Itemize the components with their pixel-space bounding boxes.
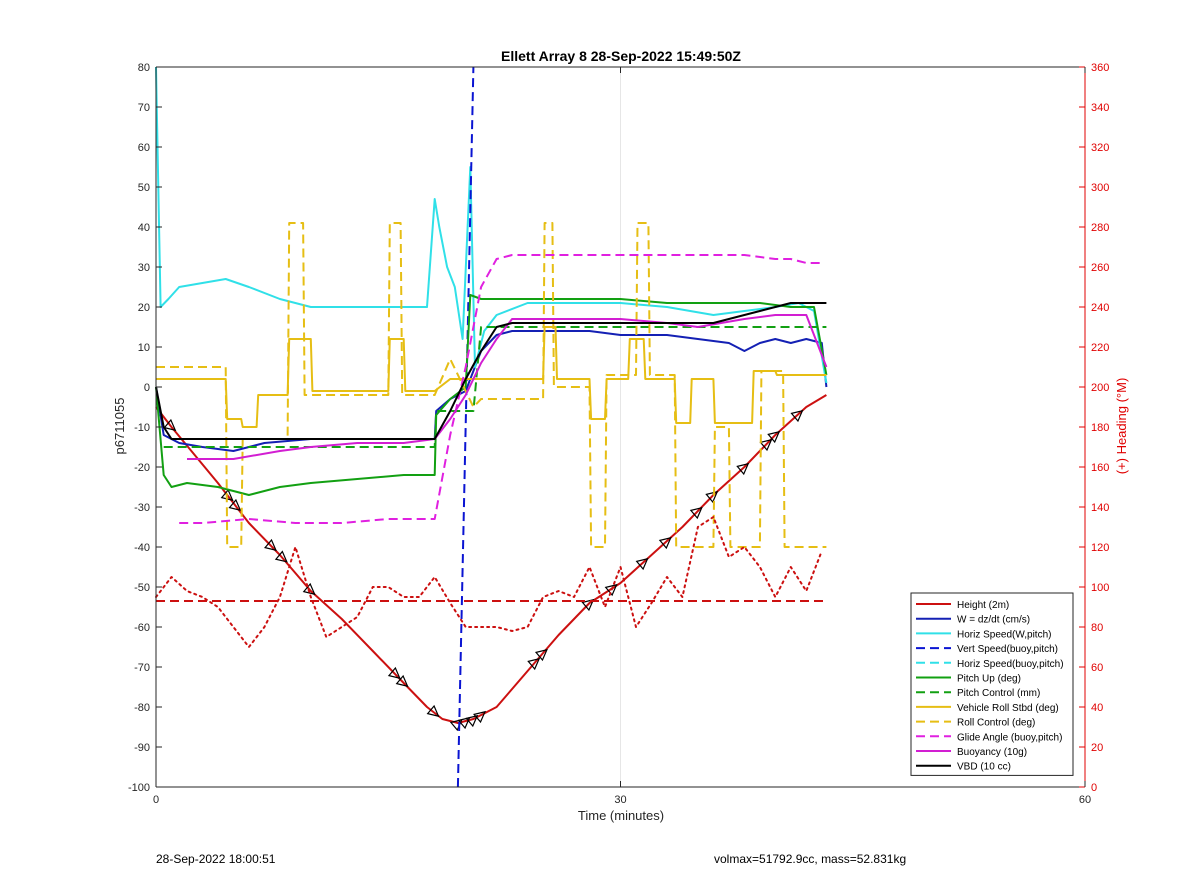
y2-tick-label: 220	[1091, 342, 1109, 354]
y-tick-label: -50	[134, 582, 150, 594]
chart-title: Ellett Array 8 28-Sep-2022 15:49:50Z	[501, 48, 741, 64]
x-tick-label: 30	[614, 794, 626, 806]
y2-tick-label: 140	[1091, 502, 1109, 514]
legend-entry-label: Roll Control (deg)	[957, 718, 1035, 729]
y-tick-label: 80	[138, 62, 150, 74]
y2-tick-label: 240	[1091, 302, 1109, 314]
x-axis-label: Time (minutes)	[578, 808, 664, 823]
footer-timestamp: 28-Sep-2022 18:00:51	[156, 852, 276, 866]
y2-tick-label: 120	[1091, 542, 1109, 554]
series-line-vert-speed-buoy-pitch	[456, 66, 475, 788]
legend-entry-label: Height (2m)	[957, 600, 1009, 611]
legend-entry-label: Glide Angle (buoy,pitch)	[957, 732, 1062, 743]
y-tick-label: 60	[138, 142, 150, 154]
height-marker	[534, 648, 548, 662]
y-axis-label: p6711055	[112, 398, 127, 455]
y-tick-label: -70	[134, 662, 150, 674]
height-marker	[387, 666, 401, 680]
height-marker	[228, 498, 242, 512]
y2-axis-label: (+) Heading (°M)	[1114, 378, 1129, 475]
legend-entry-label: Horiz Speed(buoy,pitch)	[957, 659, 1064, 670]
y-tick-label: -30	[134, 502, 150, 514]
height-marker	[736, 462, 750, 476]
y2-tick-label: 300	[1091, 182, 1109, 194]
series-line-heading	[155, 516, 823, 648]
legend: Height (2m) W = dz/dt (cm/s) Horiz Speed(W…	[910, 592, 1074, 776]
y-tick-label: -10	[134, 422, 150, 434]
series-line-horiz-speed-w-pitch	[155, 66, 828, 384]
height-marker	[302, 582, 316, 596]
x-tick-label: 60	[1079, 794, 1091, 806]
series-line-buoyancy-10g	[187, 314, 828, 460]
height-marker	[527, 657, 541, 671]
height-marker	[426, 704, 440, 718]
legend-entry-label: Vert Speed(buoy,pitch)	[957, 644, 1058, 655]
height-marker	[395, 674, 409, 688]
series-line-w-dz-dt-cm-s	[155, 330, 828, 452]
y-tick-label: 50	[138, 182, 150, 194]
y-tick-label: 20	[138, 302, 150, 314]
height-marker	[457, 716, 471, 730]
height-marker	[689, 506, 703, 520]
height-marker	[635, 557, 649, 571]
height-marker	[263, 538, 277, 552]
x-tick-label: 0	[153, 794, 159, 806]
y-tick-label: 0	[144, 382, 150, 394]
y-tick-label: 40	[138, 222, 150, 234]
legend-entry-label: Horiz Speed(W,pitch)	[957, 629, 1051, 640]
y-tick-label: 10	[138, 342, 150, 354]
legend-box	[910, 592, 1074, 776]
y-tick-label: 30	[138, 262, 150, 274]
y2-tick-label: 160	[1091, 462, 1109, 474]
y2-tick-label: 20	[1091, 742, 1103, 754]
series-line-pitch-up-deg	[155, 294, 828, 496]
height-marker	[759, 438, 773, 452]
y2-tick-label: 0	[1091, 782, 1097, 794]
footer-vehicle-info: volmax=51792.9cc, mass=52.831kg	[714, 852, 907, 866]
height-marker	[274, 550, 288, 563]
height-marker	[790, 409, 804, 423]
y2-tick-label: 340	[1091, 102, 1109, 114]
y2-tick-label: 100	[1091, 582, 1109, 594]
y-tick-label: -20	[134, 462, 150, 474]
y2-tick-label: 360	[1091, 62, 1109, 74]
y-tick-label: -80	[134, 702, 150, 714]
height-marker	[658, 536, 672, 550]
y2-tick-label: 200	[1091, 382, 1109, 394]
y-tick-label: -90	[134, 742, 150, 754]
height-marker	[705, 490, 719, 504]
legend-entry-label: Pitch Up (deg)	[957, 674, 1021, 685]
height-marker	[767, 430, 781, 444]
y-tick-label: 70	[138, 102, 150, 114]
axes: -100-90-80-70-60-50-40-30-20-10010203040…	[128, 62, 1109, 806]
series-line-vehicle-roll-stbd-deg	[156, 326, 827, 428]
series-line-roll-control-deg	[156, 222, 827, 548]
y-tick-label: -40	[134, 542, 150, 554]
y2-tick-label: 60	[1091, 662, 1103, 674]
y2-tick-label: 40	[1091, 702, 1103, 714]
legend-entry-label: VBD (10 cc)	[957, 762, 1011, 773]
height-marker	[581, 598, 595, 612]
series-line-vbd-10-cc	[155, 302, 827, 440]
y2-tick-label: 320	[1091, 142, 1109, 154]
y2-tick-label: 280	[1091, 222, 1109, 234]
height-marker	[604, 583, 618, 597]
legend-entry-label: W = dz/dt (cm/s)	[957, 615, 1030, 626]
y-tick-label: -100	[128, 782, 150, 794]
legend-entry-label: Buoyancy (10g)	[957, 747, 1027, 758]
height-marker	[473, 710, 487, 724]
series-line-glide-angle-buoy-pitch	[179, 254, 822, 524]
y2-tick-label: 80	[1091, 622, 1103, 634]
legend-entry-label: Vehicle Roll Stbd (deg)	[957, 703, 1059, 714]
y2-tick-label: 180	[1091, 422, 1109, 434]
legend-entry-label: Pitch Control (mm)	[957, 688, 1040, 699]
height-marker	[465, 714, 479, 728]
y2-tick-label: 260	[1091, 262, 1109, 274]
height-marker	[163, 418, 177, 432]
y-tick-label: -60	[134, 622, 150, 634]
plot-area	[155, 66, 828, 788]
